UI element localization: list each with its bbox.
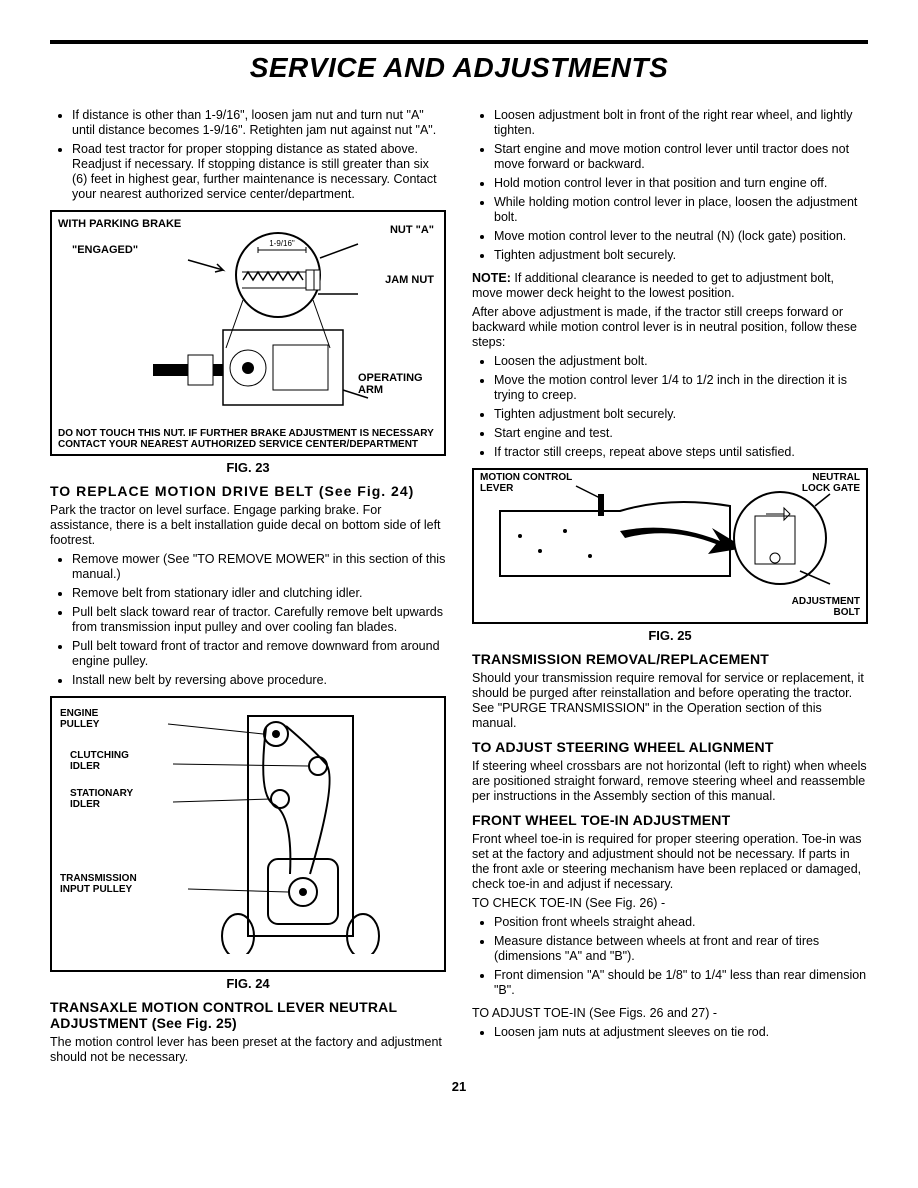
replace-belt-heading: TO REPLACE MOTION DRIVE BELT (See Fig. 2… [50,483,446,499]
two-column-layout: If distance is other than 1-9/16", loose… [50,104,868,1069]
bullet-item: Hold motion control lever in that positi… [494,176,868,191]
page-title: SERVICE AND ADJUSTMENTS [50,52,868,84]
page-number: 21 [50,1079,868,1094]
bullet-item: Position front wheels straight ahead. [494,915,868,930]
check-bullets: Position front wheels straight ahead. Me… [472,915,868,998]
check-toein-heading: TO CHECK TOE-IN (See Fig. 26) - [472,896,868,911]
fig23-engaged: "ENGAGED" [72,244,138,256]
bullet-item: Start engine and test. [494,426,868,441]
bullet-item: Loosen the adjustment bolt. [494,354,868,369]
steering-text: If steering wheel crossbars are not hori… [472,759,868,804]
toein-text: Front wheel toe-in is required for prope… [472,832,868,892]
fig23-warning: DO NOT TOUCH THIS NUT. IF FURTHER BRAKE … [58,428,438,450]
trans-removal-text: Should your transmission require removal… [472,671,868,731]
fig23-svg: 1-9/16" [58,230,438,440]
fig25-lever: MOTION CONTROL LEVER [480,472,590,494]
bullet-item: Road test tractor for proper stopping di… [72,142,446,202]
figure-25: MOTION CONTROL LEVER NEUTRAL LOCK GATE A… [472,468,868,624]
bullet-item: Move motion control lever to the neutral… [494,229,868,244]
adjust-bullets: Loosen jam nuts at adjustment sleeves on… [472,1025,868,1040]
replace-bullets: Remove mower (See "TO REMOVE MOWER" in t… [50,552,446,688]
left-column: If distance is other than 1-9/16", loose… [50,104,446,1069]
bullet-item: Start engine and move motion control lev… [494,142,868,172]
fig25-caption: FIG. 25 [472,628,868,643]
fig24-stationary: STATIONARY IDLER [70,788,160,810]
trans-removal-heading: TRANSMISSION REMOVAL/REPLACEMENT [472,651,868,667]
bullet-item: Pull belt toward front of tractor and re… [72,639,446,669]
fig24-svg [58,704,438,954]
fig23-op-arm: OPERATING ARM [358,372,438,396]
fig24-caption: FIG. 24 [50,976,446,991]
fig24-engine: ENGINE PULLEY [60,708,130,730]
fig24-trans: TRANSMISSION INPUT PULLEY [60,873,160,895]
bullet-item: Pull belt slack toward rear of tractor. … [72,605,446,635]
bullet-item: Remove mower (See "TO REMOVE MOWER" in t… [72,552,446,582]
fig23-caption: FIG. 23 [50,460,446,475]
toein-heading: FRONT WHEEL TOE-IN ADJUSTMENT [472,812,868,828]
fig25-bolt: ADJUSTMENT BOLT [770,596,860,618]
fig23-header: WITH PARKING BRAKE [58,218,438,230]
fig25-gate: NEUTRAL LOCK GATE [790,472,860,494]
fig24-clutching: CLUTCHING IDLER [70,750,150,772]
bullet-item: Remove belt from stationary idler and cl… [72,586,446,601]
figure-23: WITH PARKING BRAKE 1-9/16" [50,210,446,456]
fig23-nut-a: NUT "A" [390,224,434,236]
steering-heading: TO ADJUST STEERING WHEEL ALIGNMENT [472,739,868,755]
bullet-item: Move the motion control lever 1/4 to 1/2… [494,373,868,403]
note-text: NOTE: If additional clearance is needed … [472,271,868,301]
transaxle-heading: TRANSAXLE MOTION CONTROL LEVER NEUTRAL A… [50,999,446,1031]
fig23-jam-nut: JAM NUT [385,274,434,286]
top-rule [50,40,868,44]
bullet-item: Loosen adjustment bolt in front of the r… [494,108,868,138]
fig23-dim-label: 1-9/16" [269,239,295,248]
bullet-item: Tighten adjustment bolt securely. [494,248,868,263]
bullet-item: If tractor still creeps, repeat above st… [494,445,868,460]
replace-intro: Park the tractor on level surface. Engag… [50,503,446,548]
bullet-item: Measure distance between wheels at front… [494,934,868,964]
note-body: If additional clearance is needed to get… [472,271,834,300]
figure-24: ENGINE PULLEY CLUTCHING IDLER STATIONARY… [50,696,446,972]
replace-belt-heading-text: TO REPLACE MOTION DRIVE BELT (See Fig. 2… [50,483,414,499]
right-column: Loosen adjustment bolt in front of the r… [472,104,868,1069]
bullet-item: While holding motion control lever in pl… [494,195,868,225]
bullet-item: Front dimension "A" should be 1/8" to 1/… [494,968,868,998]
fig25-svg [480,476,860,604]
right-top-bullets: Loosen adjustment bolt in front of the r… [472,108,868,263]
bullet-item: Tighten adjustment bolt securely. [494,407,868,422]
bullet-item: If distance is other than 1-9/16", loose… [72,108,446,138]
bullet-item: Loosen jam nuts at adjustment sleeves on… [494,1025,868,1040]
after-bullets: Loosen the adjustment bolt. Move the mot… [472,354,868,460]
after-adjust-text: After above adjustment is made, if the t… [472,305,868,350]
adjust-toein-heading: TO ADJUST TOE-IN (See Figs. 26 and 27) - [472,1006,868,1021]
left-top-bullets: If distance is other than 1-9/16", loose… [50,108,446,202]
bullet-item: Install new belt by reversing above proc… [72,673,446,688]
transaxle-intro: The motion control lever has been preset… [50,1035,446,1065]
